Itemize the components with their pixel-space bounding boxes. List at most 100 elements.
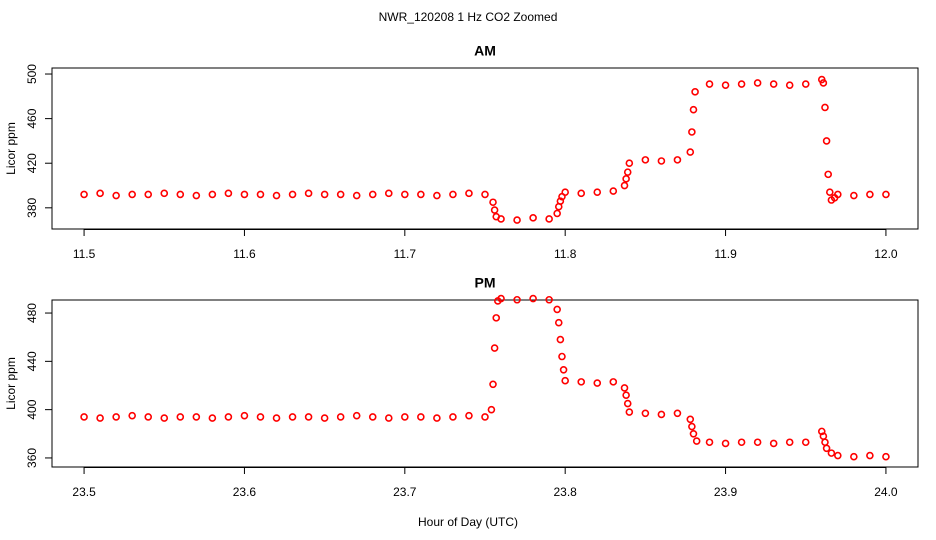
data-point bbox=[641, 409, 650, 418]
data-point bbox=[577, 378, 586, 386]
data-point bbox=[160, 189, 169, 198]
data-point bbox=[240, 190, 249, 199]
data-point bbox=[866, 451, 874, 460]
data-point bbox=[545, 295, 553, 304]
data-point bbox=[827, 449, 836, 457]
x-tick-label: 24.0 bbox=[874, 485, 898, 499]
data-point bbox=[513, 295, 521, 304]
data-point bbox=[673, 409, 682, 418]
data-point bbox=[128, 190, 136, 199]
data-point bbox=[561, 188, 569, 197]
data-point bbox=[753, 438, 762, 447]
data-point bbox=[288, 413, 297, 421]
data-point bbox=[112, 413, 120, 421]
x-tick-label: 11.7 bbox=[394, 247, 417, 261]
data-point bbox=[513, 216, 521, 224]
data-point bbox=[80, 190, 88, 199]
data-point bbox=[866, 190, 874, 199]
data-point bbox=[834, 451, 842, 460]
data-point bbox=[556, 197, 565, 205]
data-point bbox=[449, 190, 457, 199]
data-point bbox=[288, 190, 297, 199]
data-point bbox=[176, 190, 185, 199]
x-tick-label: 23.8 bbox=[554, 485, 578, 499]
data-point bbox=[112, 191, 120, 200]
data-point bbox=[657, 157, 666, 165]
data-point bbox=[487, 405, 496, 414]
data-point bbox=[834, 190, 842, 199]
data-point bbox=[336, 413, 345, 421]
data-point bbox=[689, 429, 698, 438]
y-tick-label: 440 bbox=[25, 351, 39, 371]
x-tick-label: 23.7 bbox=[393, 485, 417, 499]
data-point bbox=[352, 411, 361, 420]
data-point bbox=[688, 422, 696, 431]
data-point bbox=[609, 187, 618, 195]
data-point bbox=[558, 352, 566, 361]
data-point bbox=[593, 188, 602, 197]
x-tick-label: 23.5 bbox=[72, 485, 96, 499]
y-tick-label: 400 bbox=[25, 399, 39, 419]
data-point bbox=[489, 380, 497, 389]
data-point bbox=[96, 189, 104, 198]
data-point bbox=[769, 80, 778, 88]
data-point bbox=[821, 103, 829, 112]
data-point bbox=[304, 413, 313, 421]
data-point bbox=[559, 365, 568, 374]
data-point bbox=[822, 444, 831, 453]
data-point bbox=[850, 452, 858, 461]
data-point bbox=[497, 294, 505, 303]
data-point bbox=[96, 414, 104, 422]
data-point bbox=[753, 79, 762, 87]
data-point bbox=[176, 413, 185, 421]
data-point bbox=[623, 399, 632, 408]
data-point bbox=[417, 190, 425, 199]
data-point bbox=[192, 413, 201, 421]
data-point bbox=[657, 410, 666, 419]
y-tick-label: 380 bbox=[25, 197, 39, 217]
data-point bbox=[465, 189, 473, 198]
data-point bbox=[417, 413, 425, 421]
data-point bbox=[433, 191, 441, 200]
data-point bbox=[850, 191, 858, 200]
data-point bbox=[721, 81, 730, 89]
data-point bbox=[368, 413, 377, 421]
data-point bbox=[384, 189, 393, 198]
data-point bbox=[256, 413, 265, 421]
x-tick-label: 11.5 bbox=[73, 247, 96, 261]
data-point bbox=[691, 88, 699, 96]
panel-title: AM bbox=[474, 43, 496, 59]
panel-title: PM bbox=[475, 275, 496, 291]
data-point bbox=[401, 413, 409, 421]
y-tick-label: 420 bbox=[25, 153, 39, 173]
data-point bbox=[128, 411, 136, 420]
data-point bbox=[481, 413, 489, 421]
data-point bbox=[686, 415, 695, 424]
data-point bbox=[737, 438, 746, 447]
data-point bbox=[529, 294, 537, 303]
data-point bbox=[705, 438, 714, 447]
data-point bbox=[819, 79, 828, 87]
data-point bbox=[561, 376, 569, 385]
data-point bbox=[224, 189, 233, 198]
data-point bbox=[368, 190, 377, 199]
data-point bbox=[553, 305, 561, 314]
data-point bbox=[320, 414, 329, 422]
data-point bbox=[449, 413, 457, 421]
x-tick-label: 11.6 bbox=[233, 247, 256, 261]
data-point bbox=[336, 190, 345, 199]
data-point bbox=[825, 188, 834, 197]
data-point bbox=[556, 335, 565, 344]
data-point bbox=[240, 411, 249, 420]
x-tick-label: 23.9 bbox=[714, 485, 738, 499]
data-point bbox=[553, 209, 561, 218]
data-point bbox=[689, 105, 698, 114]
data-point bbox=[490, 344, 499, 352]
y-tick-label: 500 bbox=[25, 64, 39, 84]
data-point bbox=[688, 128, 696, 136]
data-point bbox=[144, 413, 153, 421]
data-point bbox=[620, 181, 629, 190]
data-point bbox=[208, 190, 217, 199]
